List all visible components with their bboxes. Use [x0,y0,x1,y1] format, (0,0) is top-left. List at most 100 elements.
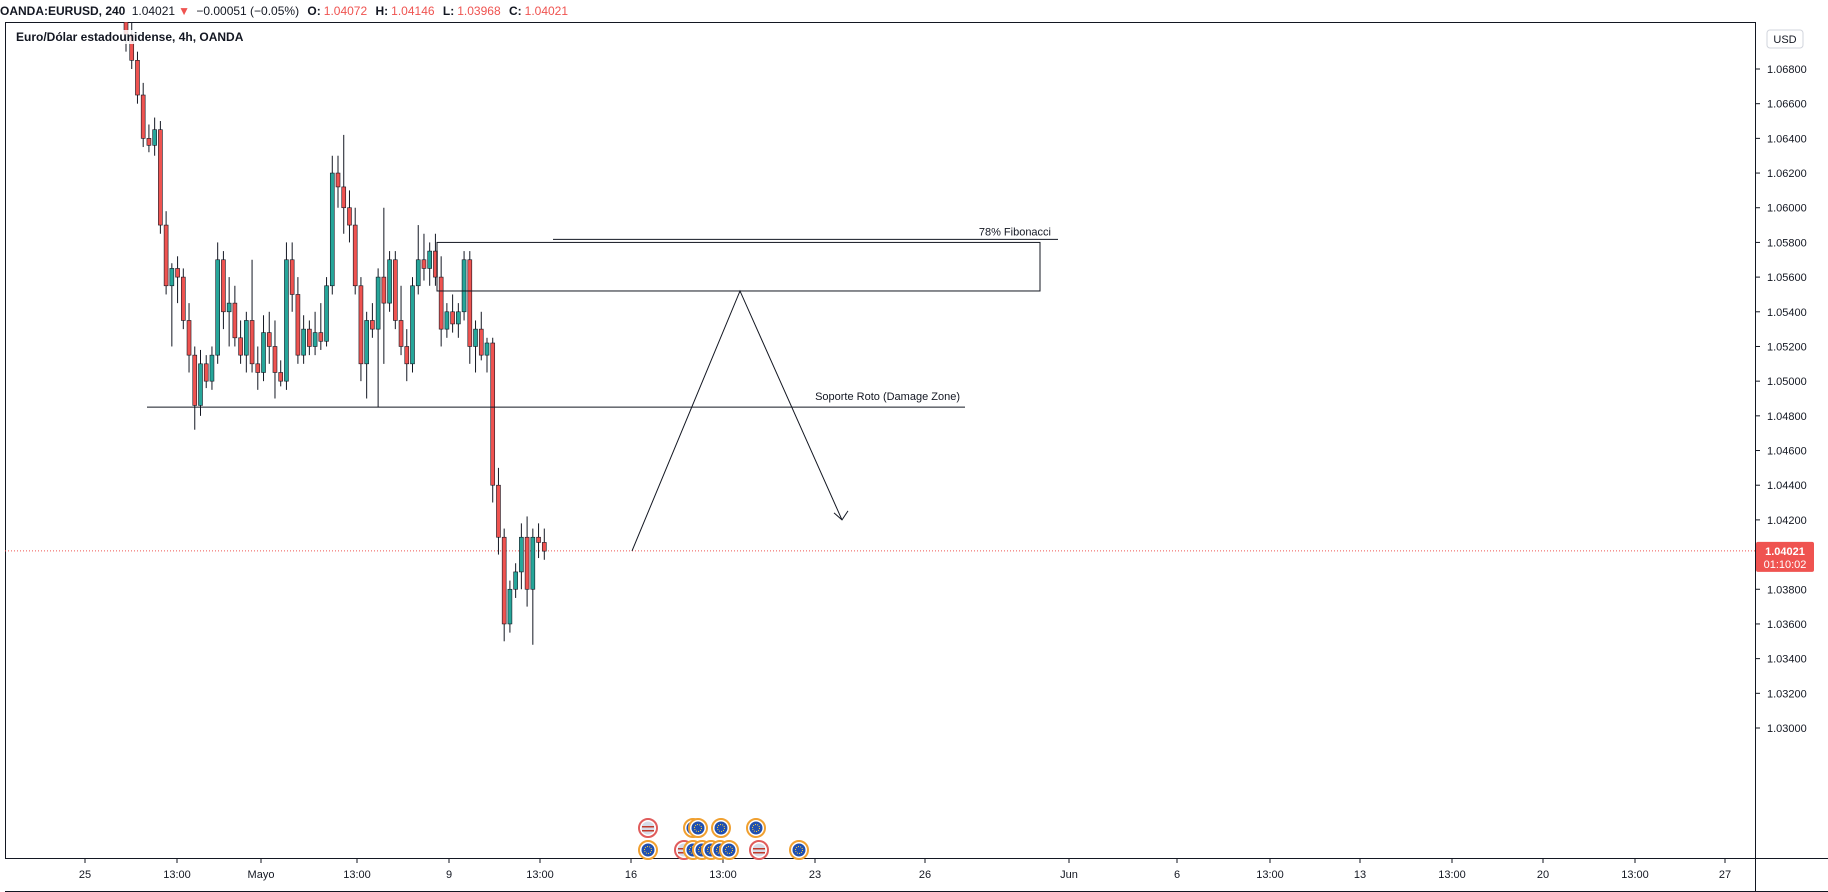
candle[interactable] [438,256,444,347]
us-flag-event-icon[interactable] [638,818,658,838]
candle[interactable] [181,268,186,330]
candle[interactable] [318,303,324,350]
candle-body-down [295,294,301,356]
candle[interactable] [501,528,507,642]
fib-zone-rectangle[interactable] [436,241,1041,292]
candle[interactable] [450,294,455,333]
chart-frame[interactable]: 1.06800 1.06600 1.06400 1.06200 1.06000 1.058… [5,22,1828,892]
candle[interactable] [198,349,203,416]
projection-path[interactable] [631,289,843,552]
candle[interactable] [284,242,289,390]
candle[interactable] [473,320,478,373]
candle[interactable] [192,346,198,430]
candle[interactable] [175,256,180,304]
candle[interactable] [169,263,175,347]
candle[interactable] [456,303,461,338]
price-tick-label: 1.05800 [1767,237,1807,249]
candle[interactable] [370,303,375,338]
candle[interactable] [490,337,496,503]
candle[interactable] [221,251,226,330]
candle-body-down [352,224,358,287]
candle[interactable] [238,320,243,364]
eu-flag-event-icon[interactable] [789,840,809,860]
candle[interactable] [393,251,398,330]
candle[interactable] [530,528,536,645]
candle[interactable] [335,155,341,208]
candle[interactable] [163,211,169,295]
price-chart[interactable]: 1.06800 1.06600 1.06400 1.06200 1.06000 1.058… [5,22,1828,892]
candle[interactable] [427,242,432,286]
candle[interactable] [358,277,364,382]
candle[interactable] [461,251,467,321]
candle[interactable] [398,285,404,356]
candle[interactable] [307,320,312,356]
candle-body-down [192,354,198,406]
us-flag-event-icon[interactable] [749,840,769,860]
eu-flag-event-icon[interactable] [719,840,739,860]
candle[interactable] [444,303,450,338]
eu-flag-event-icon[interactable] [746,818,766,838]
candle[interactable] [524,516,530,607]
candle[interactable] [135,51,140,104]
candle[interactable] [329,155,335,295]
candle[interactable] [152,117,157,156]
candle[interactable] [387,251,392,312]
eu-flag-event-icon[interactable] [688,818,708,838]
candle[interactable] [249,259,255,373]
candle[interactable] [347,190,352,243]
candle[interactable] [478,311,484,361]
fib-label[interactable]: 78% Fibonacci [979,226,1051,238]
candle[interactable] [226,277,232,347]
candle[interactable] [364,311,369,399]
candle[interactable] [507,580,513,633]
candle[interactable] [381,207,387,364]
candle[interactable] [467,251,473,364]
candle[interactable] [324,277,329,347]
candle[interactable] [484,337,490,373]
candle[interactable] [186,303,192,373]
candle[interactable] [352,207,358,295]
candle[interactable] [232,285,238,347]
candle[interactable] [158,121,163,234]
candle[interactable] [421,233,427,281]
price-axis[interactable]: 1.06800 1.06600 1.06400 1.06200 1.06000 1.058… [1755,64,1807,735]
candle[interactable] [255,346,261,390]
candle[interactable] [375,268,381,408]
candle[interactable] [301,315,306,364]
candles[interactable] [123,22,547,645]
candle[interactable] [278,360,284,387]
candle[interactable] [266,311,272,364]
candle[interactable] [146,124,152,153]
candle-body-down [404,346,410,365]
candle[interactable] [519,523,524,590]
time-axis[interactable]: 25 13:00 Mayo 13:00 9 13:00 16 13:00 23 26 Jun 6 13:… [79,858,1731,881]
economic-events[interactable] [638,818,809,860]
currency-button[interactable]: USD [1766,29,1804,49]
candle[interactable] [209,346,215,390]
time-tick-label: 13:00 [1621,869,1649,881]
candle[interactable] [410,277,415,373]
candle[interactable] [415,225,421,295]
candle[interactable] [215,242,220,364]
candle[interactable] [341,134,347,234]
candle[interactable] [272,320,278,399]
candle[interactable] [261,315,266,382]
candle[interactable] [404,329,410,382]
candle[interactable] [536,523,541,559]
candle[interactable] [295,277,301,364]
support-label[interactable]: Soporte Roto (Damage Zone) [815,391,960,403]
candle[interactable] [140,82,146,148]
candle[interactable] [541,528,547,560]
candle[interactable] [244,311,249,373]
candle[interactable] [203,355,209,389]
time-tick-label: Jun [1060,869,1078,881]
candle[interactable] [289,242,295,312]
eu-flag-event-icon[interactable] [638,840,658,860]
time-tick-label: 13:00 [1438,869,1466,881]
candle[interactable] [513,563,518,598]
candle[interactable] [312,311,318,356]
eu-flag-event-icon[interactable] [711,818,731,838]
drawings[interactable] [147,238,1058,552]
candle[interactable] [496,467,501,555]
symbol-label[interactable]: OANDA:EURUSD, 240 [0,4,126,18]
